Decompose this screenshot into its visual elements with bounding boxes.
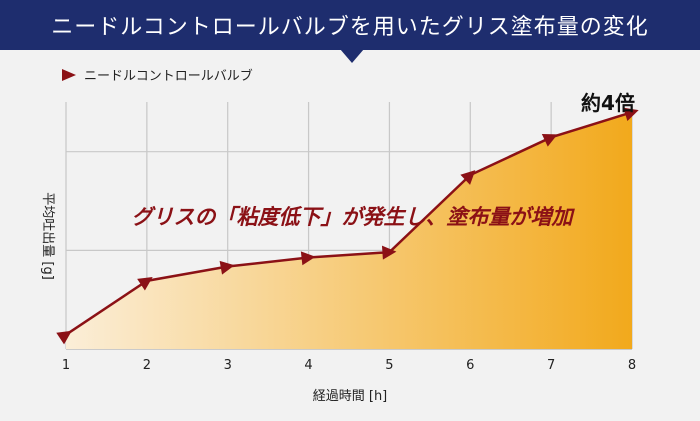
series-line-layer bbox=[56, 107, 639, 345]
x-tick-layer: 1 2 3 4 5 6 7 8 bbox=[62, 358, 636, 373]
series-line bbox=[65, 111, 633, 336]
y-axis-label: 平均吐出量 [g] bbox=[40, 192, 55, 280]
x-tick-label-4: 5 bbox=[385, 358, 393, 373]
data-point-marker-3 bbox=[300, 251, 316, 266]
series-area bbox=[66, 112, 632, 349]
x-tick-label-2: 3 bbox=[224, 358, 232, 373]
header-banner: ニードルコントロールバルブを用いたグリス塗布量の変化 bbox=[0, 0, 700, 50]
data-point-marker-5 bbox=[460, 170, 476, 185]
x-tick-label-3: 4 bbox=[304, 358, 312, 373]
legend-label: ニードルコントロールバルブ bbox=[84, 68, 253, 84]
data-point-marker-7 bbox=[623, 107, 639, 121]
x-axis-label: 経過時間 [h] bbox=[313, 389, 388, 404]
data-point-marker-0 bbox=[56, 330, 72, 345]
data-point-marker-1 bbox=[137, 276, 153, 291]
data-point-marker-6 bbox=[541, 133, 558, 147]
annotation-multiplier: 約4倍 bbox=[581, 91, 635, 115]
data-point-marker-4 bbox=[381, 245, 397, 260]
x-tick-label-0: 1 bbox=[62, 358, 70, 373]
x-tick-label-5: 6 bbox=[466, 358, 474, 373]
x-tick-label-7: 8 bbox=[628, 358, 636, 373]
x-tick-label-6: 7 bbox=[547, 358, 555, 373]
legend-marker-icon bbox=[62, 69, 76, 81]
data-point-marker-2 bbox=[219, 260, 235, 275]
page-title: ニードルコントロールバルブを用いたグリス塗布量の変化 bbox=[51, 15, 649, 40]
x-tick-label-1: 2 bbox=[143, 358, 151, 373]
banner-notch bbox=[340, 49, 364, 63]
annotation-viscosity: グリスの「粘度低下」が発生し、塗布量が増加 bbox=[132, 205, 576, 229]
